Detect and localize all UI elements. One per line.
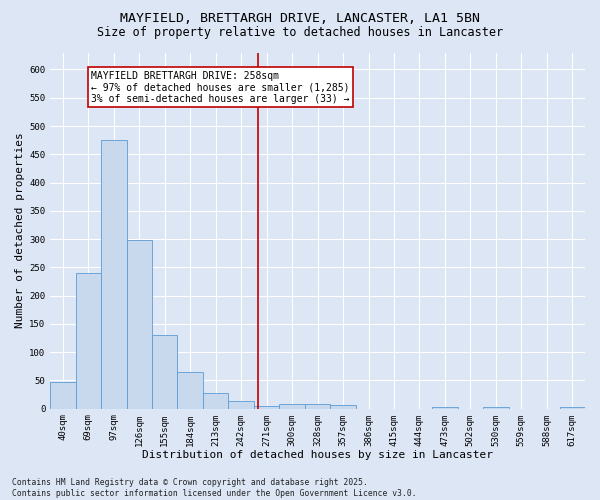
Bar (280, 404, 305, 408)
Bar (432, 407, 458, 408)
Bar (178, 372, 203, 408)
Bar (229, 401, 254, 408)
Text: Contains HM Land Registry data © Crown copyright and database right 2025.
Contai: Contains HM Land Registry data © Crown c… (12, 478, 416, 498)
Bar (203, 393, 229, 408)
Bar (50, 382, 76, 408)
X-axis label: Distribution of detached houses by size in Lancaster: Distribution of detached houses by size … (142, 450, 493, 460)
Bar (560, 407, 585, 408)
Y-axis label: Number of detached properties: Number of detached properties (15, 132, 25, 328)
Bar (254, 406, 280, 408)
Bar (101, 140, 127, 408)
Text: Size of property relative to detached houses in Lancaster: Size of property relative to detached ho… (97, 26, 503, 39)
Text: MAYFIELD BRETTARGH DRIVE: 258sqm
← 97% of detached houses are smaller (1,285)
3%: MAYFIELD BRETTARGH DRIVE: 258sqm ← 97% o… (91, 70, 349, 104)
Bar (152, 335, 178, 408)
Bar (305, 404, 331, 408)
Bar (331, 406, 356, 408)
Bar (483, 407, 509, 408)
Text: MAYFIELD, BRETTARGH DRIVE, LANCASTER, LA1 5BN: MAYFIELD, BRETTARGH DRIVE, LANCASTER, LA… (120, 12, 480, 26)
Bar (127, 240, 152, 408)
Bar (76, 273, 101, 408)
